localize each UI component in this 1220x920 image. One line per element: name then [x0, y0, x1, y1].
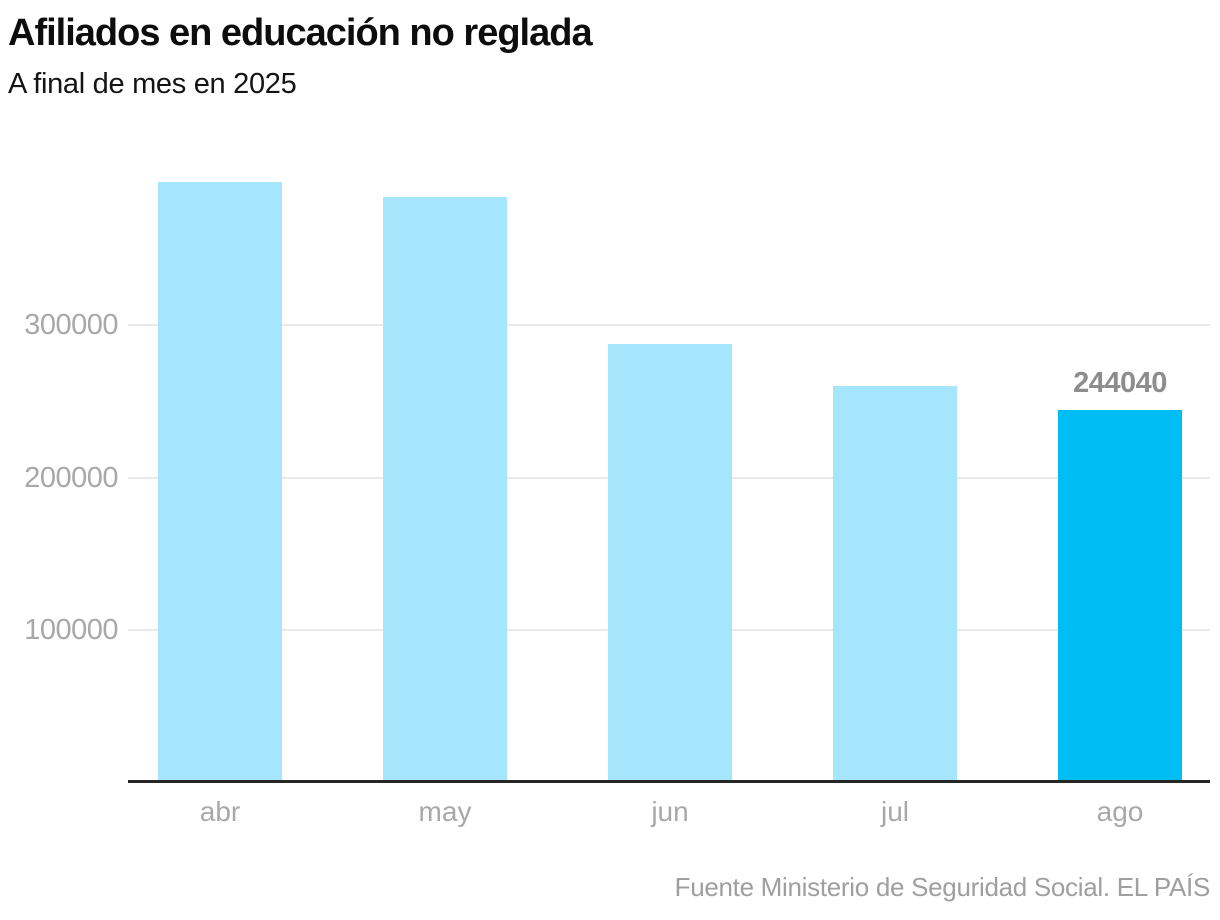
x-axis-line — [128, 780, 1210, 783]
source-caption: Fuente Ministerio de Seguridad Social. E… — [674, 872, 1211, 902]
chart-title: Afiliados en educación no reglada — [8, 12, 593, 54]
value-label-ago: 244040 — [1073, 367, 1167, 400]
x-tick-label-abr: abr — [199, 796, 241, 827]
x-tick-label-ago: ago — [1096, 796, 1144, 827]
chart-subtitle: A final de mes en 2025 — [8, 67, 297, 100]
bar-jun — [608, 343, 732, 782]
chart-header: Afiliados en educación no reglada A fina… — [8, 12, 593, 101]
y-tick-label-300000: 300000 — [24, 309, 118, 342]
x-tick-label-jul: jul — [880, 796, 909, 827]
y-tick-label-100000: 100000 — [24, 613, 118, 646]
bar-ago — [1058, 410, 1182, 782]
bar-jul — [833, 386, 957, 782]
bar-may — [383, 197, 507, 782]
bar-abr — [158, 182, 282, 782]
x-tick-label-may: may — [418, 796, 472, 827]
gridline-300000 — [128, 324, 1210, 327]
x-tick-label-jun: jun — [651, 796, 689, 827]
y-tick-label-200000: 200000 — [24, 461, 118, 494]
